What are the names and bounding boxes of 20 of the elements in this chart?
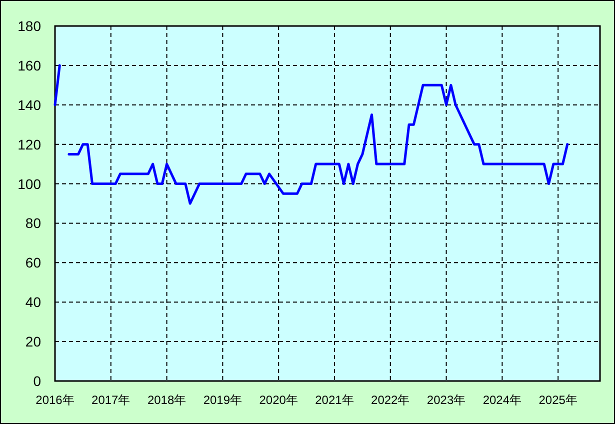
x-tick-label: 2025年: [538, 393, 578, 407]
y-tick-label: 0: [33, 373, 42, 389]
x-tick-label: 2019年: [203, 393, 242, 407]
x-tick-label: 2021年: [315, 393, 354, 407]
y-tick-label: 100: [18, 176, 42, 192]
x-tick-label: 2016年: [36, 393, 74, 407]
y-tick-label: 160: [18, 57, 42, 74]
y-tick-label: 40: [25, 294, 42, 310]
x-tick-label: 2017年: [92, 393, 130, 407]
y-tick-label: 180: [18, 18, 42, 34]
x-tick-label: 2018年: [147, 393, 186, 407]
y-tick-label: 60: [25, 254, 42, 271]
x-tick-label: 2020年: [259, 393, 298, 407]
y-tick-label: 20: [25, 334, 42, 350]
y-tick-label: 140: [18, 96, 42, 113]
x-tick-label: 2024年: [482, 393, 522, 407]
y-tick-label: 80: [25, 215, 42, 232]
x-tick-label: 2022年: [371, 393, 410, 407]
x-tick-label: 2023年: [426, 393, 466, 407]
y-tick-label: 120: [18, 136, 42, 152]
